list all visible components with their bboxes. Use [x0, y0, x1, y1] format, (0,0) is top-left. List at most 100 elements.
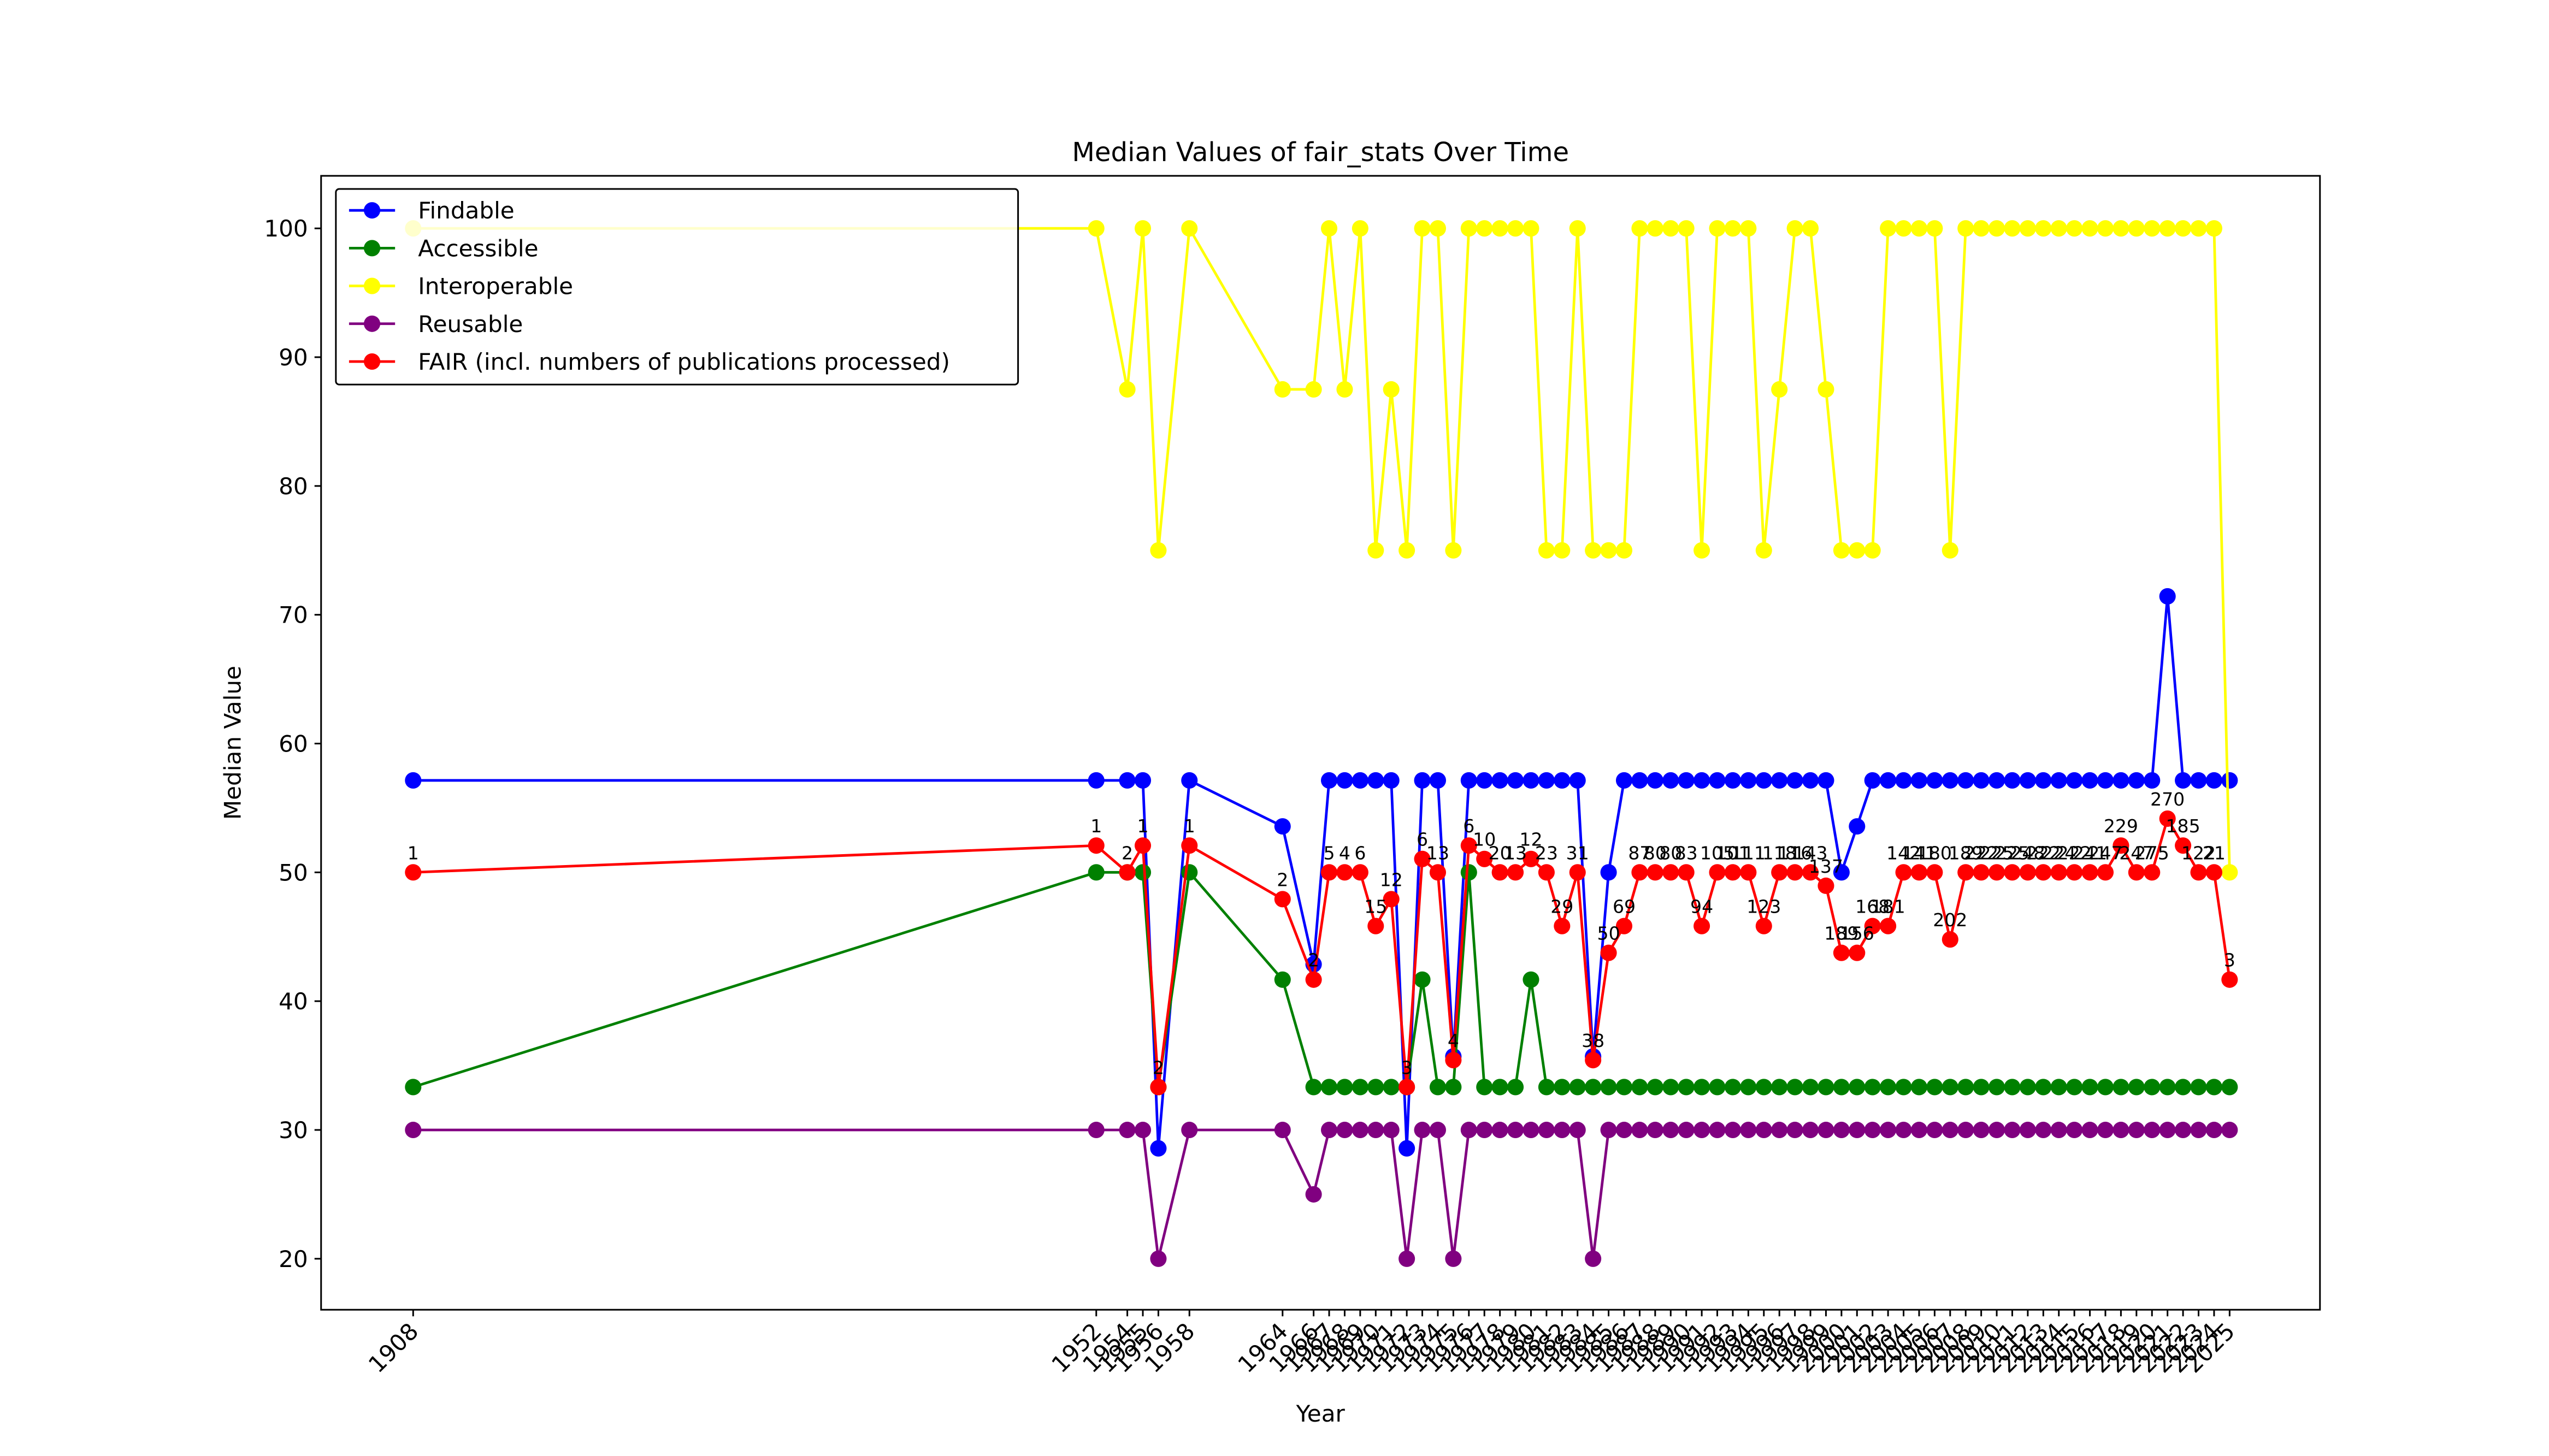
- count-label: 94: [1690, 896, 1713, 918]
- data-point: [1694, 1121, 1710, 1139]
- data-point: [1755, 772, 1772, 789]
- data-point: [1383, 772, 1400, 789]
- data-point: [1336, 1121, 1353, 1139]
- data-point: [1942, 542, 1958, 559]
- count-label: 224: [2041, 842, 2076, 863]
- data-point: [1662, 1121, 1679, 1139]
- data-point: [1414, 850, 1431, 867]
- data-point: [1662, 864, 1679, 881]
- data-point: [1476, 1121, 1493, 1139]
- data-point: [1973, 864, 1990, 881]
- data-point: [1678, 1079, 1695, 1096]
- data-point: [1709, 864, 1726, 881]
- data-point: [1600, 1121, 1617, 1139]
- data-point: [2144, 1079, 2161, 1096]
- data-point: [1476, 850, 1493, 867]
- data-point: [2035, 1121, 2052, 1139]
- data-point: [1615, 1121, 1633, 1139]
- count-label: 20: [1489, 842, 1512, 863]
- data-point: [1973, 772, 1990, 789]
- data-point: [1973, 1079, 1990, 1096]
- legend-marker: [363, 315, 381, 332]
- data-point: [2081, 220, 2098, 237]
- data-point: [1880, 220, 1897, 237]
- data-point: [1274, 818, 1291, 835]
- data-point: [1957, 220, 1974, 237]
- count-label: 222: [2057, 842, 2092, 863]
- data-point: [1476, 772, 1493, 789]
- data-point: [1491, 864, 1508, 881]
- data-point: [1352, 1079, 1368, 1096]
- data-point: [2221, 864, 2238, 881]
- data-point: [1352, 220, 1368, 237]
- data-point: [1491, 220, 1508, 237]
- data-point: [2159, 1121, 2176, 1139]
- count-label: 15: [1364, 896, 1387, 918]
- data-point: [1786, 772, 1803, 789]
- data-point: [405, 1079, 422, 1096]
- data-point: [1910, 864, 1928, 881]
- data-point: [1957, 1121, 1974, 1139]
- data-point: [1569, 864, 1586, 881]
- data-point: [2144, 220, 2161, 237]
- data-point: [1833, 864, 1850, 881]
- data-point: [1507, 1079, 1524, 1096]
- count-label: 181: [1871, 896, 1905, 918]
- data-point: [1150, 1250, 1167, 1267]
- data-point: [1631, 220, 1648, 237]
- legend-marker: [363, 277, 381, 294]
- data-point: [1367, 1079, 1384, 1096]
- data-point: [2175, 772, 2192, 789]
- count-label: 29: [1550, 896, 1573, 918]
- data-point: [1320, 772, 1338, 789]
- count-label: 168: [1855, 896, 1890, 918]
- data-point: [1476, 1079, 1493, 1096]
- data-point: [1895, 220, 1912, 237]
- data-point: [1181, 220, 1198, 237]
- data-point: [1088, 772, 1105, 789]
- data-point: [1460, 864, 1477, 881]
- data-point: [1538, 864, 1555, 881]
- data-point: [1320, 1121, 1338, 1139]
- data-point: [1724, 1079, 1741, 1096]
- data-point: [2035, 772, 2052, 789]
- data-point: [1569, 220, 1586, 237]
- data-point: [1445, 1079, 1462, 1096]
- data-point: [1740, 220, 1757, 237]
- data-point: [1336, 381, 1353, 398]
- data-point: [2190, 864, 2207, 881]
- data-point: [1414, 772, 1431, 789]
- data-point: [1880, 1121, 1897, 1139]
- count-label: 4: [1448, 1030, 1459, 1051]
- count-label: 137: [1809, 856, 1843, 877]
- data-point: [1491, 1079, 1508, 1096]
- data-point: [1818, 877, 1834, 894]
- data-point: [2205, 864, 2222, 881]
- data-point: [1802, 1079, 1819, 1096]
- data-point: [1523, 850, 1539, 867]
- count-label: 21: [2203, 842, 2226, 863]
- chart-title: Median Values of fair_stats Over Time: [1072, 137, 1569, 168]
- data-point: [1786, 864, 1803, 881]
- legend-label: FAIR (incl. numbers of publications proc…: [418, 348, 950, 375]
- data-point: [1709, 1079, 1726, 1096]
- data-point: [1755, 918, 1772, 934]
- data-point: [1662, 1079, 1679, 1096]
- count-label: 6: [1354, 842, 1366, 863]
- count-label: 12: [1519, 829, 1542, 850]
- count-label: 2: [1277, 869, 1288, 890]
- data-point: [1352, 772, 1368, 789]
- data-point: [1429, 220, 1447, 237]
- data-point: [1849, 1121, 1866, 1139]
- count-label: 222: [1964, 842, 1998, 863]
- data-point: [1554, 772, 1571, 789]
- count-label: 3: [2224, 950, 2235, 971]
- count-label: 225: [1995, 842, 2029, 863]
- data-point: [2066, 864, 2083, 881]
- data-point: [1585, 1052, 1602, 1069]
- data-point: [1554, 1121, 1571, 1139]
- legend-label: Accessible: [418, 235, 538, 262]
- data-point: [1662, 220, 1679, 237]
- data-point: [2221, 1121, 2238, 1139]
- data-point: [1352, 864, 1368, 881]
